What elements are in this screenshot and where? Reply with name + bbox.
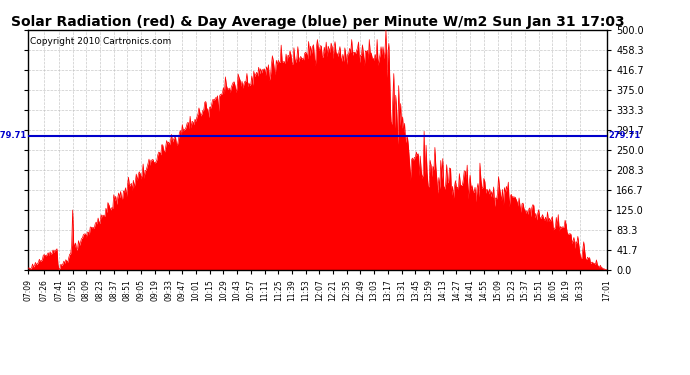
Title: Solar Radiation (red) & Day Average (blue) per Minute W/m2 Sun Jan 31 17:03: Solar Radiation (red) & Day Average (blu… [10, 15, 624, 29]
Text: Copyright 2010 Cartronics.com: Copyright 2010 Cartronics.com [30, 37, 172, 46]
Text: 279.71: 279.71 [608, 131, 640, 140]
Text: 279.71: 279.71 [0, 131, 27, 140]
